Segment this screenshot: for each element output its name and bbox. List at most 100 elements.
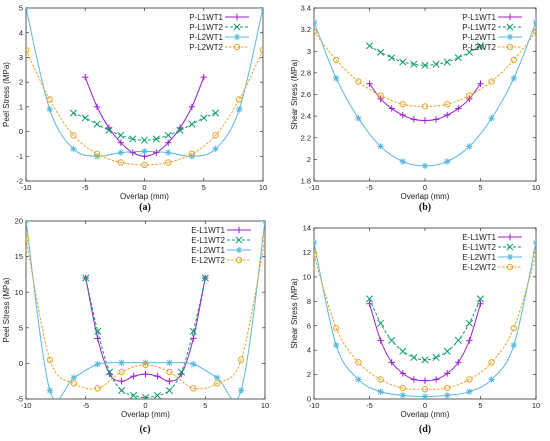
data-point-e-l2wt2 <box>237 356 245 364</box>
series-layer <box>26 221 265 399</box>
data-point-p-l2wt2 <box>377 92 384 99</box>
legend-marker <box>506 23 514 31</box>
chart-panel-d: -10 -5 0 5 10 0 2 4 6 8 10 12 14 Overlap (mm) Shear St… <box>290 224 540 435</box>
series-line-p-l2wt1 <box>314 21 536 167</box>
data-point-e-l2wt1 <box>377 388 384 395</box>
data-point-e-l2wt2 <box>333 324 340 332</box>
data-point-p-l2wt2 <box>444 101 451 108</box>
data-point-e-l1wt2 <box>432 353 440 362</box>
data-point-p-l2wt2 <box>141 161 148 169</box>
x-axis-label: Overlap (mm) <box>121 410 170 419</box>
data-point-p-l2wt2 <box>466 92 473 99</box>
panel-label: (d) <box>419 424 431 435</box>
data-point-e-l1wt2 <box>377 319 385 327</box>
data-point-e-l1wt2 <box>476 295 485 303</box>
series-line-p-l2wt2 <box>26 49 263 166</box>
x-tick-label: -10 <box>21 183 32 192</box>
legend-marker <box>506 263 514 271</box>
y-tick-label: 2.4 <box>301 112 311 121</box>
data-point-p-l1wt1 <box>188 103 196 111</box>
data-point-e-l2wt1 <box>214 374 221 381</box>
x-tick-label: 10 <box>261 401 269 410</box>
data-point-e-l2wt1 <box>488 376 495 383</box>
legend-marker <box>233 13 241 21</box>
data-point-e-l1wt1 <box>154 373 161 380</box>
x-tick-label: 0 <box>142 183 146 192</box>
data-point-p-l2wt2 <box>488 78 495 85</box>
data-point-p-l1wt2 <box>117 131 125 139</box>
data-point-p-l2wt1 <box>259 8 263 12</box>
data-point-e-l2wt1 <box>444 392 451 399</box>
data-point-e-l1wt2 <box>82 274 90 282</box>
data-point-p-l2wt2 <box>259 46 263 54</box>
series-line-p-l2wt2 <box>314 31 536 107</box>
data-point-p-l1wt2 <box>164 131 172 139</box>
y-tick-label: 2 <box>307 155 311 164</box>
data-point-e-l2wt1 <box>333 342 340 349</box>
legend-label: P-L2WT1 <box>189 33 223 42</box>
data-point-p-l2wt2 <box>26 46 30 54</box>
data-point-e-l1wt2 <box>454 336 462 344</box>
data-point-p-l1wt1 <box>117 139 124 146</box>
data-point-p-l1wt1 <box>455 105 462 112</box>
data-point-p-l1wt2 <box>432 60 440 68</box>
x-tick-label: 5 <box>202 183 206 192</box>
data-point-e-l2wt2 <box>26 235 30 242</box>
data-point-p-l2wt2 <box>70 132 77 139</box>
legend-label: E-L1WT1 <box>191 226 225 235</box>
legend-marker <box>506 43 514 51</box>
data-point-e-l1wt2 <box>118 386 126 395</box>
y-tick-label: 0 <box>19 359 23 368</box>
data-point-p-l2wt2 <box>314 28 318 35</box>
data-point-e-l2wt1 <box>26 221 30 225</box>
data-point-p-l1wt2 <box>365 42 374 50</box>
data-point-p-l1wt2 <box>476 42 485 50</box>
y-tick-label: 3.4 <box>301 4 311 13</box>
data-point-e-l2wt2 <box>510 324 517 332</box>
legend-marker <box>235 226 243 234</box>
data-point-e-l2wt1 <box>166 359 173 366</box>
y-tick-label: -2 <box>16 177 23 186</box>
data-point-e-l2wt1 <box>190 360 197 368</box>
data-point-e-l1wt2 <box>153 391 162 399</box>
x-tick-label: -10 <box>309 183 320 192</box>
data-point-e-l1wt1 <box>377 337 384 344</box>
data-point-e-l2wt1 <box>70 374 77 381</box>
data-point-e-l2wt2 <box>142 361 149 369</box>
data-point-e-l2wt1 <box>46 387 54 394</box>
data-point-p-l2wt2 <box>333 56 340 64</box>
legend-marker <box>233 33 241 41</box>
data-point-p-l1wt2 <box>140 136 149 144</box>
data-point-e-l2wt2 <box>532 251 536 259</box>
y-tick-label: 10 <box>303 272 311 281</box>
data-point-p-l2wt2 <box>46 96 53 103</box>
data-point-p-l2wt2 <box>421 103 429 110</box>
legend-label: P-L1WT1 <box>462 13 496 22</box>
x-tick-label: -5 <box>82 401 89 410</box>
y-tick-label: 15 <box>15 252 23 261</box>
data-point-e-l2wt2 <box>355 359 362 366</box>
data-point-p-l2wt1 <box>466 143 473 150</box>
data-point-p-l2wt1 <box>165 149 172 156</box>
data-point-e-l1wt2 <box>443 347 451 355</box>
data-point-p-l1wt2 <box>421 61 429 69</box>
data-point-p-l2wt2 <box>399 101 406 108</box>
data-point-p-l1wt1 <box>421 117 429 124</box>
y-axis-label: Peel Stress (MPa) <box>2 62 11 127</box>
y-tick-label: 2 <box>307 370 311 379</box>
data-point-e-l2wt2 <box>466 376 473 383</box>
data-point-p-l2wt1 <box>117 149 124 156</box>
data-point-e-l1wt2 <box>165 386 173 395</box>
data-point-p-l1wt2 <box>388 54 396 62</box>
data-point-e-l2wt2 <box>94 385 101 392</box>
data-point-e-l2wt2 <box>421 386 429 393</box>
data-point-e-l1wt2 <box>399 347 407 355</box>
data-point-e-l2wt2 <box>314 251 318 259</box>
legend-label: E-L2WT1 <box>462 253 496 262</box>
data-point-p-l1wt2 <box>176 126 184 134</box>
data-point-e-l2wt2 <box>190 385 197 392</box>
